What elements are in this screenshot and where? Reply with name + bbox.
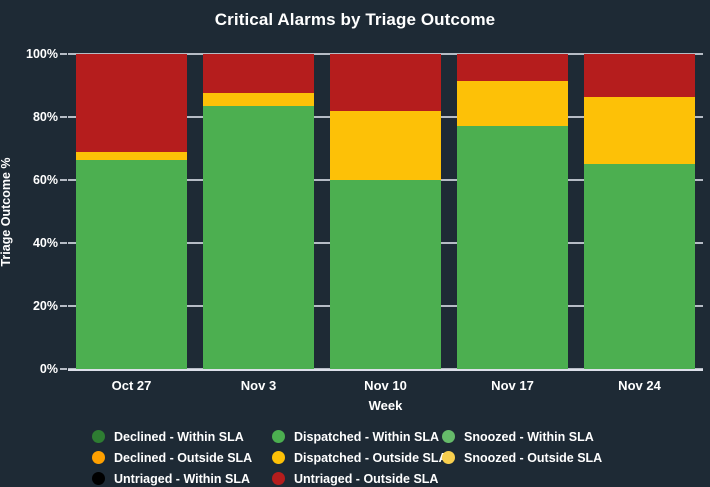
x-tick-label-nov-17: Nov 17 [491,378,534,393]
legend-item-dispatched-outside-sla[interactable]: Dispatched - Outside SLA [272,449,448,466]
legend-swatch-icon [92,430,105,443]
bar-segment-nov-3-dispatched-within-sla[interactable] [203,105,314,369]
bar-nov-3 [203,54,314,369]
bar-nov-24 [584,54,695,369]
legend-item-snoozed-within-sla[interactable]: Snoozed - Within SLA [442,428,632,445]
bar-segment-nov-10-dispatched-within-sla[interactable] [330,180,441,369]
legend-swatch-icon [272,472,285,485]
bar-segment-nov-10-untriaged-outside-sla[interactable] [330,54,441,111]
y-axis-title: Triage Outcome % [0,157,13,267]
y-tick-label-80: 80% [32,110,58,124]
bar-segment-nov-24-dispatched-within-sla[interactable] [584,164,695,369]
bar-segment-nov-24-untriaged-outside-sla[interactable] [584,54,695,97]
bar-nov-10 [330,54,441,369]
y-tick-mark-20 [60,305,67,307]
bar-segment-nov-17-dispatched-outside-sla[interactable] [457,80,568,127]
bar-segment-nov-3-dispatched-outside-sla[interactable] [203,93,314,106]
legend-item-untriaged-within-sla[interactable]: Untriaged - Within SLA [92,470,272,487]
legend-swatch-icon [92,451,105,464]
legend-item-declined-within-sla[interactable]: Declined - Within SLA [92,428,272,445]
y-tick-label-20: 20% [32,299,58,313]
x-tick-label-nov-3: Nov 3 [240,378,277,393]
bar-segment-nov-17-untriaged-outside-sla[interactable] [457,54,568,81]
legend-item-untriaged-outside-sla[interactable]: Untriaged - Outside SLA [272,470,442,487]
bar-nov-17 [457,54,568,369]
y-tick-label-100: 100% [26,47,58,61]
y-tick-label-60: 60% [32,173,58,187]
bar-segment-oct-27-untriaged-outside-sla[interactable] [76,54,187,152]
bar-segment-oct-27-dispatched-outside-sla[interactable] [76,151,187,160]
y-tick-label-40: 40% [32,236,58,250]
legend-label: Untriaged - Within SLA [114,471,250,486]
y-tick-mark-60 [60,179,67,181]
bar-segment-nov-10-dispatched-outside-sla[interactable] [330,110,441,180]
y-tick-mark-100 [60,53,67,55]
y-tick-mark-0 [60,368,67,370]
y-tick-label-0: 0% [39,362,58,376]
chart-title: Critical Alarms by Triage Outcome [214,10,496,29]
y-tick-mark-40 [60,242,67,244]
bar-segment-nov-24-dispatched-outside-sla[interactable] [584,96,695,165]
legend-label: Untriaged - Outside SLA [294,471,439,486]
legend-label: Declined - Outside SLA [114,450,253,465]
gridline-100 [68,53,703,55]
plot-area [68,53,703,370]
legend-swatch-icon [272,451,285,464]
legend-swatch-icon [442,430,455,443]
x-axis-line [68,369,703,371]
legend-label: Dispatched - Within SLA [294,429,440,444]
legend-label: Snoozed - Outside SLA [464,450,603,465]
x-tick-label-nov-10: Nov 10 [364,378,407,393]
x-tick-label-oct-27: Oct 27 [111,378,152,393]
bar-segment-nov-17-dispatched-within-sla[interactable] [457,126,568,369]
legend-label: Dispatched - Outside SLA [294,450,448,465]
bar-segment-oct-27-dispatched-within-sla[interactable] [76,159,187,369]
legend: Declined - Within SLA Dispatched - Within… [92,428,632,487]
legend-item-declined-outside-sla[interactable]: Declined - Outside SLA [92,449,272,466]
legend-label: Declined - Within SLA [114,429,244,444]
legend-swatch-icon [442,451,455,464]
bar-segment-nov-3-untriaged-outside-sla[interactable] [203,54,314,94]
y-tick-mark-80 [60,116,67,118]
legend-swatch-icon [272,430,285,443]
legend-item-snoozed-outside-sla[interactable]: Snoozed - Outside SLA [442,449,632,466]
legend-item-dispatched-within-sla[interactable]: Dispatched - Within SLA [272,428,442,445]
bar-oct-27 [76,54,187,369]
legend-label: Snoozed - Within SLA [464,429,594,444]
legend-swatch-icon [92,472,105,485]
x-axis-title: Week [368,398,403,413]
x-tick-label-nov-24: Nov 24 [618,378,661,393]
